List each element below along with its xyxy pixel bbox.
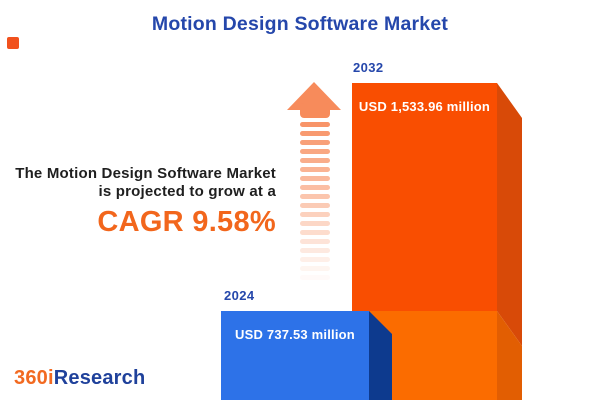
bar-2024-value-label: USD 737.53 million: [235, 327, 355, 342]
bar-2024-year-label: 2024: [224, 288, 255, 303]
bar-2024-side: [369, 311, 392, 400]
bar-2032-year-label: 2032: [353, 60, 384, 75]
bar-2032-value-label: USD 1,533.96 million: [358, 99, 491, 114]
bar-2024: USD 737.53 million: [221, 311, 392, 400]
logo-part2: Research: [53, 367, 146, 389]
corner-accent-square: [7, 37, 19, 49]
description-block: The Motion Design Software Market is pro…: [0, 165, 276, 239]
logo: 360iResearch: [14, 367, 145, 390]
arrow-neck: [300, 103, 330, 118]
cagr-value: CAGR 9.58%: [97, 206, 276, 238]
page-title: Motion Design Software Market: [151, 13, 449, 35]
description-line2: is projected to grow at a: [98, 183, 276, 200]
bar-2032-side-upper: [497, 83, 522, 346]
description-line1: The Motion Design Software Market: [15, 165, 276, 182]
bar-2024-face: [221, 311, 369, 400]
logo-part1: 360i: [14, 367, 54, 389]
